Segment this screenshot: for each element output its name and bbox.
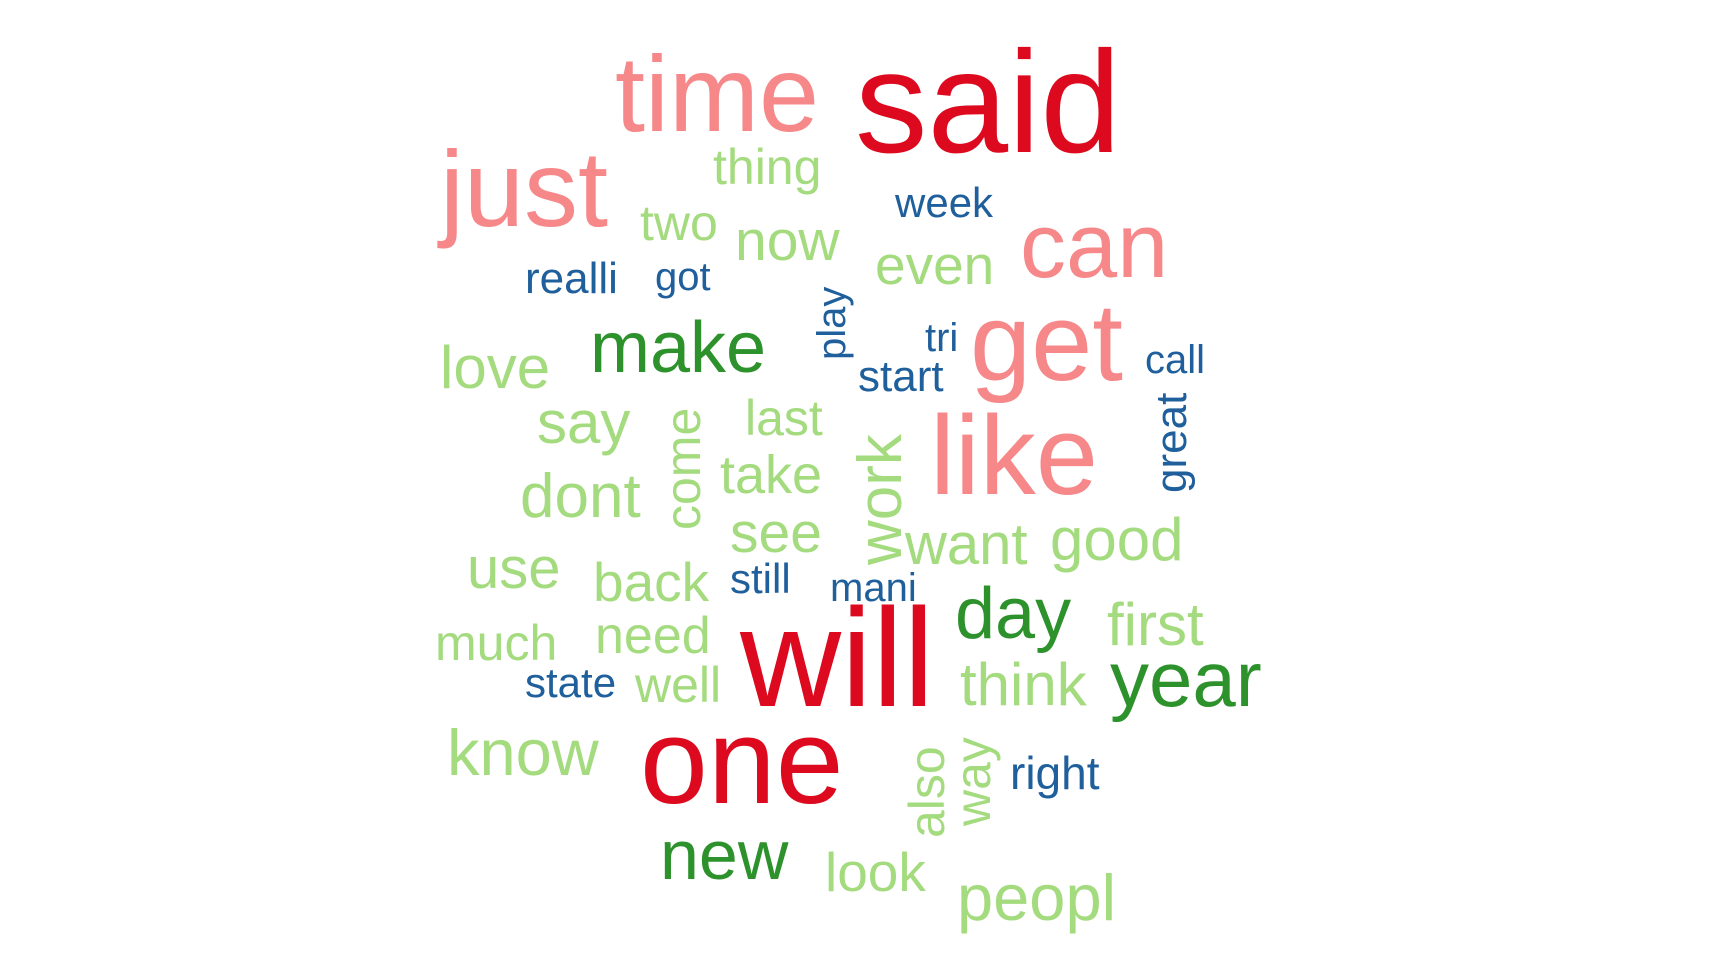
word-good: good [1050,506,1184,573]
word-now: now [735,209,840,273]
word-much: much [435,615,558,671]
word-well: well [635,657,722,713]
word-got: got [655,255,711,299]
word-thing: thing [713,139,822,195]
word-dont: dont [520,462,641,531]
word-use: use [467,536,561,601]
word-get: get [970,281,1123,404]
word-say: say [537,389,631,456]
word-day: day [955,574,1072,654]
word-realli: realli [525,254,618,303]
word-can: can [1020,195,1169,297]
word-know: know [447,716,599,789]
word-state: state [525,659,617,706]
word-just: just [440,128,609,249]
word-even: even [875,234,995,296]
word-said: said [855,21,1121,183]
word-take: take [720,445,823,505]
word-start: start [858,352,944,401]
word-work: work [846,434,915,565]
word-see: see [730,501,822,565]
word-last: last [745,390,823,446]
word-play: play [810,286,854,360]
word-way: way [945,737,1001,826]
word-great: great [1147,392,1196,493]
word-love: love [440,334,551,401]
word-come: come [655,407,711,530]
word-want: want [905,512,1028,577]
word-like: like [930,393,1099,518]
word-back: back [593,551,710,613]
word-right: right [1010,747,1100,799]
word-tri: tri [925,316,959,360]
word-one: one [640,693,844,829]
word-think: think [960,651,1087,718]
word-new: new [660,816,789,894]
word-make: make [590,308,767,388]
word-week: week [895,179,994,226]
word-look: look [825,841,926,903]
word-call: call [1145,338,1206,382]
word-mani: mani [830,566,917,610]
word-first: first [1107,591,1204,658]
word-time: time [615,33,820,154]
word-will: will [740,579,935,736]
word-two: two [640,195,718,251]
word-year: year [1110,635,1262,723]
word-peopl: peopl [957,861,1117,934]
word-still: still [730,555,791,602]
word-need: need [595,607,711,665]
